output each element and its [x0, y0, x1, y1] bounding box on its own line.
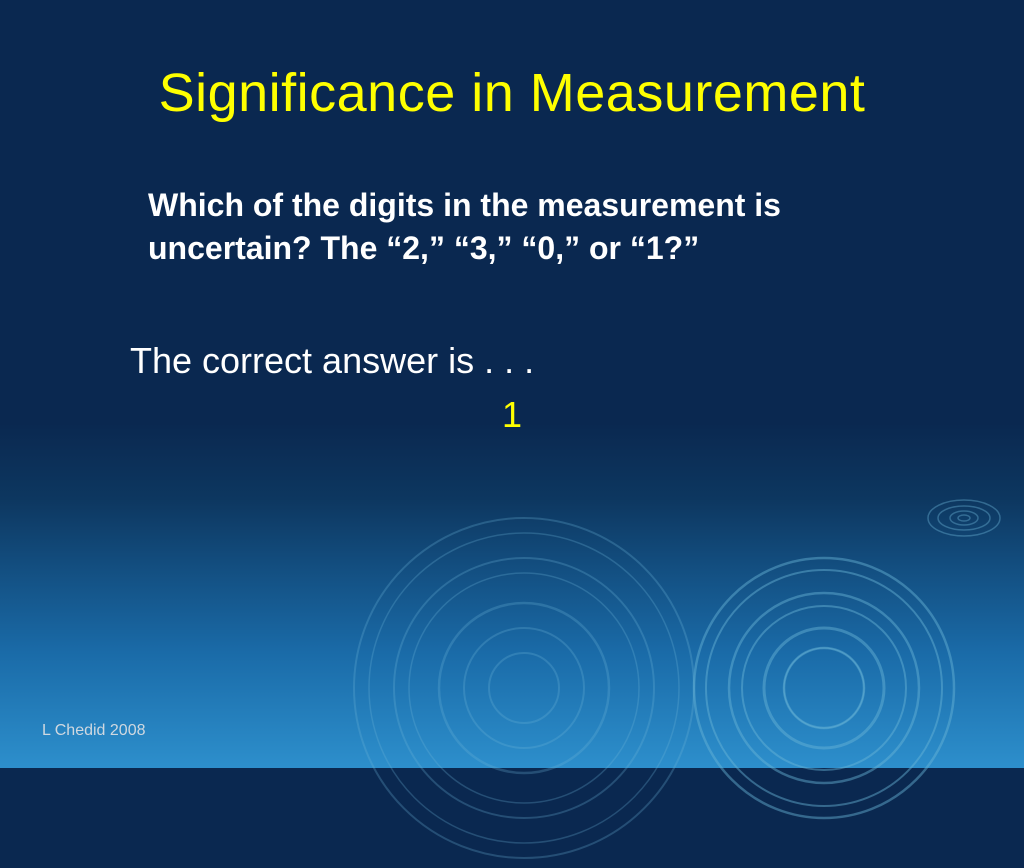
ripple-decoration-small	[924, 478, 1004, 558]
slide-container: Significance in Measurement Which of the…	[0, 0, 1024, 768]
ripple-decoration-center	[344, 508, 704, 868]
ripple-decoration-right	[684, 548, 964, 828]
question-text: Which of the digits in the measurement i…	[0, 124, 1024, 270]
footer-credit: L Chedid 2008	[42, 722, 146, 740]
answer-text: 1	[0, 382, 1024, 436]
slide-title: Significance in Measurement	[0, 0, 1024, 124]
answer-intro-text: The correct answer is . . .	[0, 270, 1024, 382]
